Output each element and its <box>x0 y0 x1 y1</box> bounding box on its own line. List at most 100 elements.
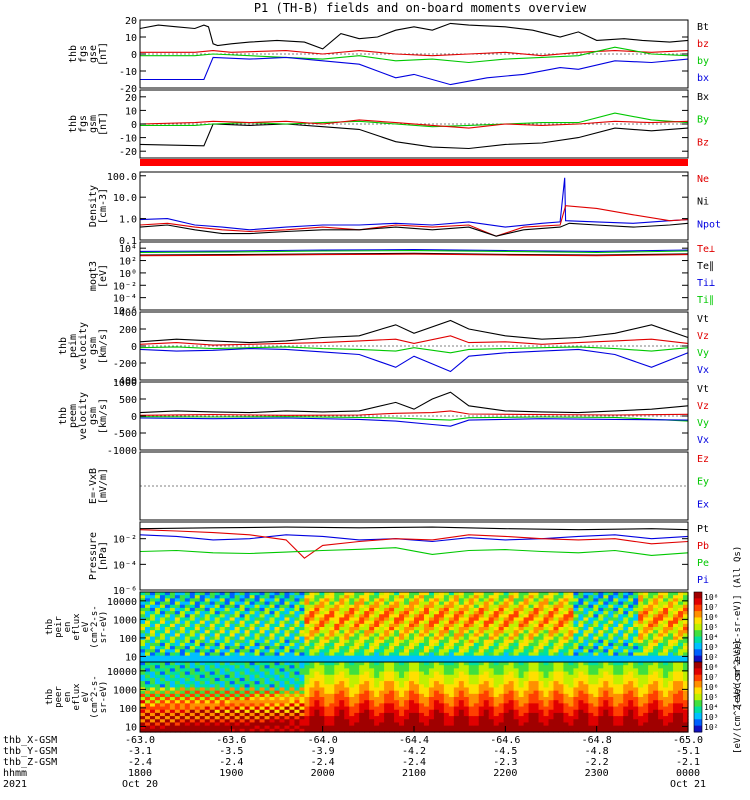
heatmap-cell <box>478 709 485 714</box>
y-tick-label: 1000 <box>113 615 137 626</box>
heatmap-cell <box>423 684 430 689</box>
heatmap-cell <box>204 614 211 619</box>
heatmap-cell <box>369 607 375 612</box>
heatmap-cell <box>453 712 460 717</box>
heatmap-cell <box>518 642 525 647</box>
heatmap-cell <box>304 668 310 673</box>
heatmap-cell <box>334 687 340 692</box>
heatmap-cell <box>653 655 659 660</box>
heatmap-cell <box>184 681 191 685</box>
y-axis-label: E=-VxB <box>88 468 99 504</box>
heatmap-cell <box>443 604 450 609</box>
heatmap-cell <box>573 611 579 615</box>
heatmap-cell <box>339 614 345 619</box>
heatmap-cell <box>264 636 271 641</box>
heatmap-cell <box>294 614 301 619</box>
heatmap-cell <box>404 604 410 609</box>
heatmap-cell <box>658 652 664 657</box>
heatmap-cell <box>508 646 515 650</box>
heatmap-cell <box>478 642 485 647</box>
heatmap-cell <box>528 725 535 730</box>
heatmap-cell <box>668 601 674 606</box>
heatmap-cell <box>618 623 624 628</box>
heatmap-cell <box>633 668 639 673</box>
heatmap-cell <box>613 617 619 622</box>
heatmap-cell <box>309 703 315 708</box>
heatmap-cell <box>234 719 241 724</box>
heatmap-cell <box>194 601 201 606</box>
heatmap-cell <box>448 722 455 727</box>
heatmap-cell <box>488 684 495 689</box>
legend-entry: Te⊥ <box>697 244 715 255</box>
heatmap-cell <box>264 665 271 669</box>
heatmap-cell <box>404 674 410 679</box>
heatmap-cell <box>438 614 445 619</box>
heatmap-cell <box>608 611 614 615</box>
heatmap-cell <box>463 665 470 669</box>
heatmap-cell <box>209 630 216 634</box>
heatmap-cell <box>174 630 181 634</box>
heatmap-cell <box>613 601 619 606</box>
heatmap-cell <box>648 601 654 606</box>
heatmap-cell <box>648 665 654 669</box>
heatmap-cell <box>164 684 171 689</box>
y-tick-label: 1.0 <box>119 215 137 226</box>
heatmap-cell <box>344 652 350 657</box>
heatmap-cell <box>324 712 330 717</box>
heatmap-cell <box>314 655 320 660</box>
heatmap-cell <box>623 646 629 650</box>
heatmap-cell <box>299 592 305 596</box>
heatmap-cell <box>428 687 435 692</box>
heatmap-cell <box>598 693 604 698</box>
heatmap-cell <box>304 607 310 612</box>
heatmap-cell <box>259 601 266 606</box>
heatmap-cell <box>414 690 420 695</box>
heatmap-cell <box>673 627 679 631</box>
heatmap-cell <box>219 690 226 695</box>
heatmap-cell <box>463 662 470 666</box>
heatmap-cell <box>623 639 629 644</box>
heatmap-cell <box>309 604 315 609</box>
heatmap-cell <box>528 671 535 676</box>
heatmap-cell <box>468 662 475 666</box>
heatmap-cell <box>448 709 455 714</box>
heatmap-cell <box>468 620 475 625</box>
heatmap-cell <box>154 703 161 708</box>
heatmap-cell <box>668 636 674 641</box>
heatmap-cell <box>598 706 604 711</box>
heatmap-cell <box>678 614 684 619</box>
y-tick-label: 10⁻⁶ <box>113 586 137 597</box>
heatmap-cell <box>234 681 241 685</box>
heatmap-cell <box>593 658 599 663</box>
heatmap-cell <box>633 607 639 612</box>
heatmap-cell <box>463 658 470 663</box>
heatmap-cell <box>473 668 480 673</box>
heatmap-cell <box>219 658 226 663</box>
heatmap-cell <box>140 728 146 733</box>
heatmap-cell <box>508 665 515 669</box>
heatmap-cell <box>533 598 540 603</box>
heatmap-cell <box>354 623 360 628</box>
heatmap-cell <box>498 712 505 717</box>
heatmap-cell <box>164 697 171 701</box>
heatmap-cell <box>433 623 440 628</box>
heatmap-cell <box>483 662 490 666</box>
heatmap-cell <box>249 604 256 609</box>
heatmap-cell <box>189 719 196 724</box>
heatmap-cell <box>428 728 435 733</box>
heatmap-cell <box>483 700 490 704</box>
heatmap-cell <box>409 655 415 660</box>
heatmap-cell <box>334 722 340 727</box>
heatmap-cell <box>593 690 599 695</box>
heatmap-cell <box>628 700 634 704</box>
heatmap-cell <box>488 627 495 631</box>
series-line <box>139 529 689 559</box>
heatmap-cell <box>538 700 545 704</box>
heatmap-cell <box>289 642 296 647</box>
heatmap-cell <box>229 725 236 730</box>
heatmap-cell <box>563 595 570 599</box>
heatmap-cell <box>423 633 430 638</box>
heatmap-cell <box>563 665 570 669</box>
heatmap-cell <box>189 712 196 717</box>
heatmap-cell <box>653 652 659 657</box>
